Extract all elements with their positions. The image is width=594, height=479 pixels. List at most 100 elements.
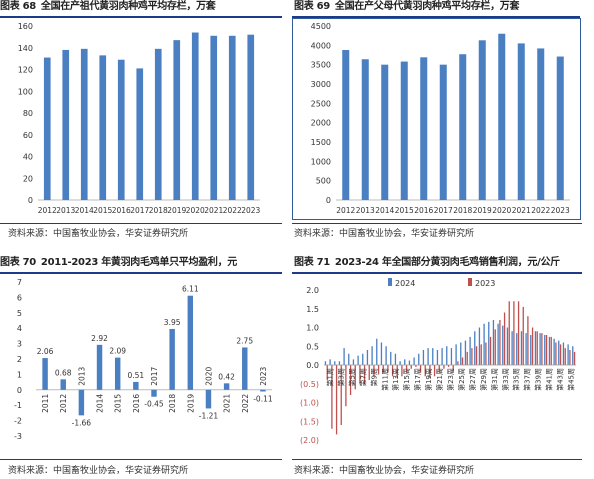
y-tick-label: 80 <box>23 109 33 118</box>
data-label: 2.75 <box>236 336 253 345</box>
y-tick-label: 1.0 <box>306 324 319 333</box>
x-tick-label: 2020 <box>204 366 213 385</box>
x-tick-label: 第35周 <box>512 368 521 391</box>
bar <box>371 346 373 365</box>
data-label: 0.51 <box>127 371 144 380</box>
x-tick-label: 第27周 <box>468 368 477 391</box>
bar <box>169 328 175 390</box>
y-tick-label: -2 <box>14 417 22 426</box>
bar <box>527 316 529 365</box>
bar <box>498 33 506 200</box>
bar <box>343 348 345 365</box>
bar <box>419 365 422 373</box>
bar <box>340 365 342 425</box>
x-tick-label: 第29周 <box>479 368 488 391</box>
bar <box>329 359 331 365</box>
bar <box>368 365 370 380</box>
x-tick-label: 第5周 <box>347 368 356 386</box>
bar <box>447 365 450 367</box>
bar <box>385 346 387 365</box>
bar <box>503 312 506 365</box>
bar <box>439 64 447 200</box>
bar <box>382 365 384 373</box>
data-label: 2.09 <box>109 347 126 356</box>
y-tick-label: -1 <box>14 401 22 410</box>
bar <box>483 323 485 365</box>
bar <box>452 365 454 373</box>
bar <box>405 365 408 373</box>
bar <box>422 350 425 365</box>
chart-panel-fig68: 图表 68 全国在产祖代黄羽肉种鸡平均存栏，万套 0 20 40 60 80 100 120 1… <box>0 0 290 240</box>
y-tick-label: 160 <box>18 22 33 31</box>
bar <box>242 347 248 390</box>
bar <box>569 350 571 365</box>
legend-label: 2024 <box>395 279 415 288</box>
y-tick-label: 1000 <box>311 157 331 166</box>
bar <box>366 350 369 365</box>
y-tick-label: 40 <box>23 153 33 162</box>
bar <box>223 383 230 390</box>
bar <box>441 348 443 365</box>
y-tick-label: 4500 <box>311 22 331 31</box>
bar <box>525 333 527 365</box>
title-rule <box>0 272 282 274</box>
y-tick-label: 4000 <box>311 41 331 50</box>
bar <box>387 365 389 373</box>
bar <box>205 389 212 409</box>
bar <box>461 357 464 365</box>
figure-title: 全国在产祖代黄羽肉种鸡平均存栏，万套 <box>40 1 216 12</box>
bar <box>331 365 333 429</box>
bar <box>488 321 490 365</box>
y-tick-label: 1 <box>17 370 22 379</box>
legend-swatch <box>388 278 392 286</box>
x-tick-label: 第7周 <box>358 368 367 386</box>
legend-label: 2023 <box>475 279 495 288</box>
y-tick-label: 120 <box>18 66 33 75</box>
bar <box>548 336 551 365</box>
x-tick-label: 2021 <box>204 206 223 215</box>
title-rule <box>292 272 582 274</box>
source-note: 资料来源：中国畜牧业协会，华安证券研究所 <box>8 466 189 476</box>
bar <box>60 379 66 390</box>
bar <box>443 365 445 369</box>
source-rule <box>292 459 582 460</box>
bar <box>345 365 347 407</box>
bar <box>363 365 366 384</box>
data-label: 0.42 <box>218 372 235 381</box>
x-tick-label: 2022 <box>223 206 242 215</box>
x-tick-label: 2019 <box>473 206 492 215</box>
bar <box>555 342 557 365</box>
y-tick-label: 4 <box>17 324 22 333</box>
y-tick-label: 2 <box>17 355 22 364</box>
bar <box>154 48 162 201</box>
bar <box>469 336 471 365</box>
x-tick-label: 2020 <box>186 206 205 215</box>
figure-number: 图表 68 <box>0 1 36 12</box>
bar <box>418 353 420 365</box>
bar <box>516 333 518 365</box>
figure-title: 2023-24 年全国部分黄羽肉毛鸡销售利润，元/公斤 <box>334 257 560 268</box>
bar <box>324 361 327 365</box>
data-label: -1.66 <box>72 418 92 427</box>
bar <box>522 306 524 365</box>
x-tick-label: 第3周 <box>336 368 345 386</box>
bar <box>492 320 495 365</box>
bar <box>564 348 566 365</box>
y-tick-label: 2000 <box>311 119 331 128</box>
bar <box>446 346 448 365</box>
bar <box>415 365 417 367</box>
y-tick-label: 60 <box>23 131 33 140</box>
y-tick-label: 3 <box>17 340 22 349</box>
x-tick-label: 2016 <box>112 206 131 215</box>
bar <box>530 335 532 365</box>
bar <box>433 365 436 377</box>
source-note: 资料来源：中国畜牧业协会，华安证券研究所 <box>294 466 475 476</box>
chart-title: 图表 69 全国在产父母代黄羽肉种鸡平均存栏，万套 <box>294 0 520 14</box>
bar <box>427 348 429 365</box>
x-tick-label: 2013 <box>56 206 75 215</box>
bar <box>531 327 534 365</box>
bar-chart-fig69: 0 500 1000 1500 2000 2500 3000 3500 4000 4500 2012… <box>311 22 570 215</box>
source-note: 资料来源：中国畜牧业协会，华安证券研究所 <box>294 229 475 239</box>
bar <box>562 342 565 365</box>
